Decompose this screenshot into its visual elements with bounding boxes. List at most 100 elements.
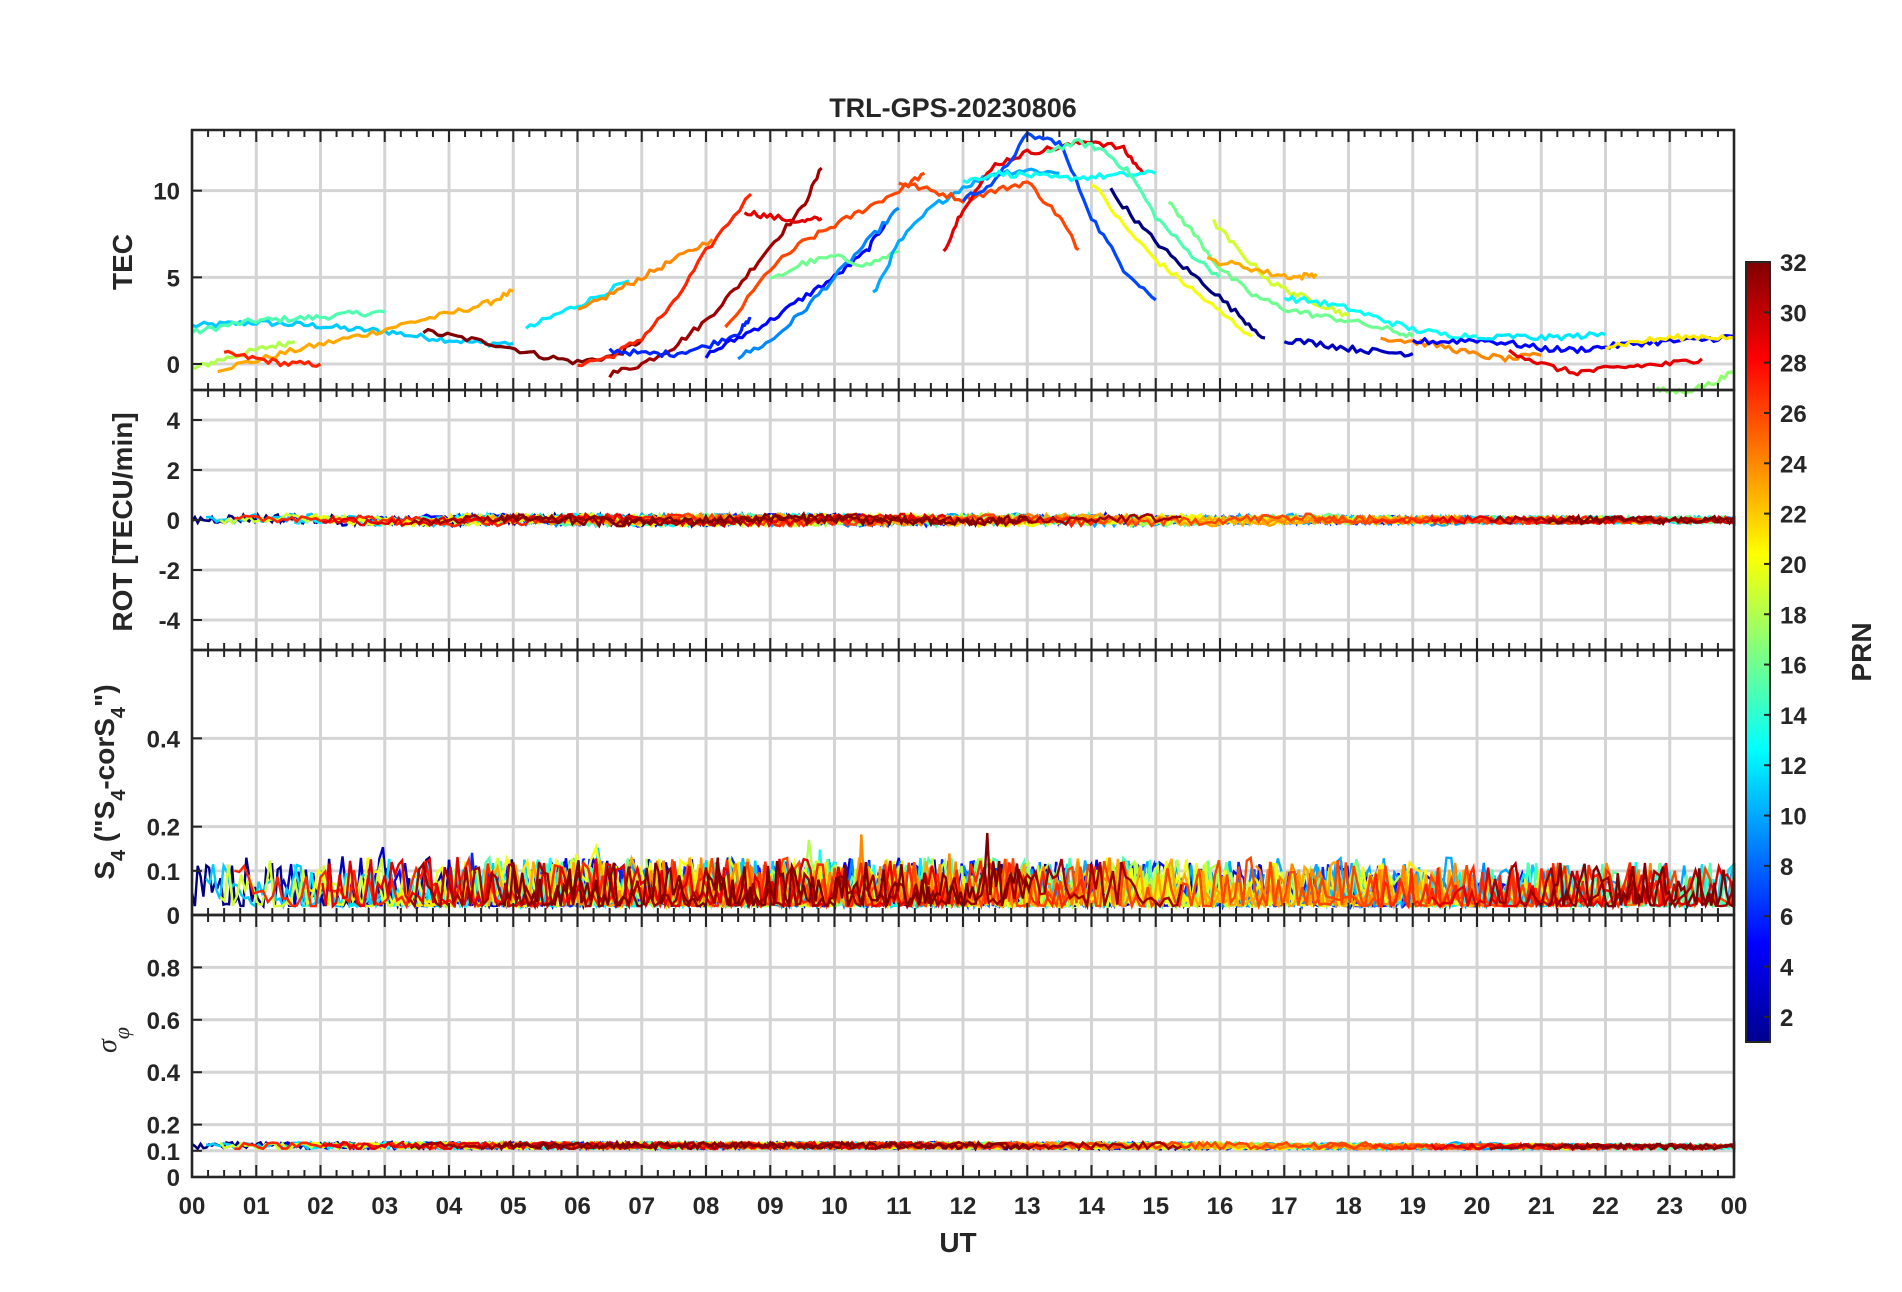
colorbar-tick-label-12: 26: [1780, 401, 1807, 428]
rot-trace-prn-32: [497, 511, 1032, 529]
sig-ytick-label-4: 0.6: [147, 1008, 180, 1035]
tec-trace-28: [1283, 337, 1414, 358]
colorbar-tick-label-6: 14: [1780, 703, 1807, 730]
tec-ytick-label-2: 10: [153, 179, 180, 206]
x-tick-label-7: 07: [628, 1193, 655, 1220]
tec-trace-13: [737, 206, 900, 361]
rot-ytick-label-0: -4: [159, 608, 181, 635]
tec-trace-17: [898, 180, 1080, 252]
tec-trace-9: [577, 192, 753, 368]
colorbar-tick-label-8: 18: [1780, 602, 1807, 629]
x-tick-label-11: 11: [886, 1193, 911, 1220]
sig-ytick-label-3: 0.4: [147, 1060, 181, 1087]
sigma-phi-ylabel: σφ: [92, 1027, 134, 1053]
tec-trace-31: [1476, 331, 1606, 342]
rot-ytick-label-3: 2: [167, 458, 180, 485]
tec-ytick-label-1: 5: [167, 265, 180, 292]
s4-ytick-label-2: 0.2: [147, 815, 180, 842]
x-tick-label-16: 16: [1207, 1193, 1234, 1220]
tec-trace-14: [724, 171, 926, 329]
s4-ytick-label-1: 0.1: [147, 859, 180, 886]
x-axis-label: UT: [939, 1227, 976, 1258]
tec-trace-29: [1380, 336, 1542, 363]
x-tick-label-10: 10: [821, 1193, 848, 1220]
tec-trace-15: [769, 249, 900, 280]
colorbar-tick-label-5: 12: [1780, 753, 1807, 780]
colorbar-tick-label-2: 6: [1780, 904, 1793, 931]
x-tick-label-2: 02: [307, 1193, 334, 1220]
chart-title: TRL-GPS-20230806: [829, 93, 1077, 123]
x-tick-label-6: 06: [564, 1193, 591, 1220]
x-tick-label-13: 13: [1014, 1193, 1041, 1220]
s4-ylabel: S4 ("S4-corS4"): [89, 684, 130, 879]
rot-trace-prn-31: [409, 512, 1182, 528]
sigma-ylabel-symbol: σ: [92, 1038, 123, 1053]
colorbar-tick-label-15: 32: [1780, 250, 1807, 277]
s4-trace-prn-23-b: [1196, 861, 1488, 911]
x-tick-label-15: 15: [1142, 1193, 1169, 1220]
colorbar-tick-label-1: 4: [1780, 955, 1794, 982]
s4-trace-prn-29: [321, 856, 947, 910]
tec-trace-18: [942, 139, 1145, 253]
s4-ylabel-part-1: 4: [108, 849, 130, 861]
x-tick-label-24: 00: [1721, 1193, 1748, 1220]
tec-trace-10: [743, 209, 823, 224]
x-tick-label-9: 09: [757, 1193, 784, 1220]
x-tick-label-3: 03: [371, 1193, 398, 1220]
colorbar-tick-label-14: 30: [1780, 300, 1807, 327]
s4-trace-prn-31: [409, 858, 1183, 911]
colorbar-label: PRN: [1846, 622, 1877, 681]
s4-ytick-label-0: 0: [167, 903, 180, 930]
x-tick-label-12: 12: [950, 1193, 977, 1220]
colorbar-tick-label-13: 28: [1780, 351, 1807, 378]
sig-ytick-label-2: 0.2: [147, 1113, 180, 1140]
tec-trace-20: [962, 169, 1157, 184]
tec-trace-33: [1605, 333, 1735, 351]
x-tick-label-5: 05: [500, 1193, 527, 1220]
tec-trace-0: [191, 319, 514, 348]
colorbar-tick-label-9: 20: [1780, 552, 1807, 579]
colorbar-tick-label-4: 10: [1780, 804, 1807, 831]
s4-ylabel-part-5: 4: [108, 706, 130, 718]
tec-trace-26: [1206, 255, 1318, 281]
tec-ylabel: TEC: [107, 234, 138, 290]
sig-ytick-label-5: 0.8: [147, 955, 180, 982]
x-tick-label-23: 23: [1656, 1193, 1683, 1220]
rot-ylabel: ROT [TECU/min]: [107, 412, 138, 631]
x-tick-label-20: 20: [1464, 1193, 1491, 1220]
x-tick-label-17: 17: [1271, 1193, 1298, 1220]
s4-ylabel-part-4: -corS: [89, 718, 120, 790]
tec-ytick-label-0: 0: [167, 352, 180, 379]
phi-ylabel-subscript: φ: [109, 1027, 134, 1039]
s4-ylabel-part-3: 4: [108, 789, 130, 801]
tec-trace-4: [223, 349, 322, 368]
tec-trace-3: [217, 288, 514, 374]
sig-trace-prn-32: [497, 1139, 1033, 1152]
tec-trace-19: [961, 131, 1157, 302]
x-tick-label-4: 04: [436, 1193, 463, 1220]
x-tick-label-8: 08: [693, 1193, 720, 1220]
tec-trace-25: [1212, 218, 1350, 318]
tec-trace-23: [1109, 187, 1266, 340]
tec-trace-21: [1046, 137, 1222, 279]
tec-trace-16: [872, 167, 1060, 294]
s4-trace-prn-27-b: [1371, 862, 1670, 911]
tec-trace-8: [608, 166, 823, 379]
tec-trace-12: [704, 221, 888, 359]
rot-ytick-label-2: 0: [167, 508, 180, 535]
x-tick-label-18: 18: [1335, 1193, 1362, 1220]
colorbar-tick-label-0: 2: [1780, 1005, 1793, 1032]
rot-ytick-label-4: 4: [167, 408, 181, 435]
s4-ylabel-part-6: "): [89, 684, 120, 707]
tec-trace-1: [190, 309, 386, 335]
colorbar-tick-label-7: 16: [1780, 653, 1807, 680]
x-tick-label-0: 00: [179, 1193, 206, 1220]
colorbar-tick-label-11: 24: [1780, 451, 1807, 478]
tec-trace-24: [1167, 200, 1414, 339]
s4-ylabel-part-0: S: [89, 861, 120, 880]
x-tick-label-22: 22: [1592, 1193, 1619, 1220]
